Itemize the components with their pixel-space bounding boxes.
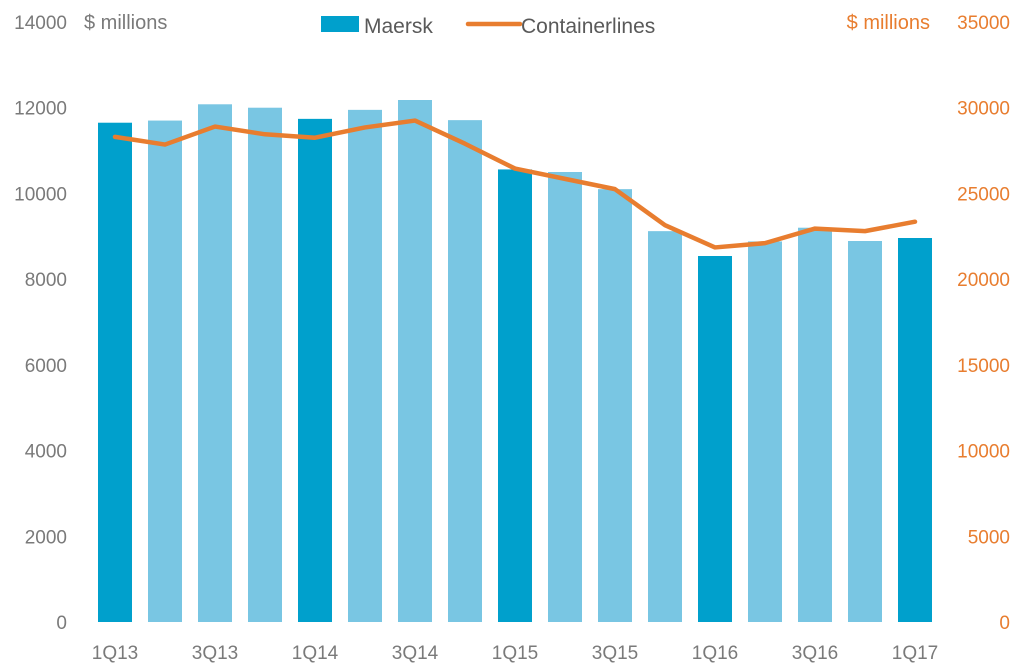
bar-4Q16 (848, 241, 882, 622)
x-tick-label: 3Q14 (392, 643, 439, 664)
x-tick-label: 1Q14 (292, 643, 339, 664)
left-tick-label: 4000 (25, 442, 67, 463)
bar-series-maersk (98, 100, 932, 623)
line-series-containerlines (112, 118, 918, 250)
bar-2Q13 (148, 120, 182, 622)
left-tick-label: 6000 (25, 356, 67, 377)
left-tick-label: 0 (56, 613, 67, 634)
right-tick-label: 15000 (957, 356, 1010, 377)
legend-label-maersk: Maersk (364, 15, 433, 38)
right-tick-label: 0 (999, 613, 1010, 634)
x-tick-label: 1Q17 (892, 643, 938, 664)
bar-2Q15 (548, 172, 582, 622)
right-axis: 0 5000 10000 15000 20000 25000 30000 35000 (957, 13, 1010, 634)
right-tick-label: 5000 (968, 527, 1010, 548)
x-axis: 1Q13 3Q13 1Q14 3Q14 1Q15 3Q15 1Q16 3Q16 1Q17 (92, 643, 938, 664)
x-tick-label: 3Q13 (192, 643, 238, 664)
x-tick-label: 3Q16 (792, 643, 838, 664)
right-tick-label: 35000 (957, 13, 1010, 34)
left-axis: 0 2000 4000 6000 8000 10000 12000 14000 (14, 13, 67, 634)
right-tick-label: 25000 (957, 184, 1010, 205)
right-axis-unit-label: $ millions (847, 12, 930, 34)
bar-1Q17 (898, 238, 932, 622)
bar-3Q15 (598, 189, 632, 622)
right-tick-label: 20000 (957, 270, 1010, 291)
bar-3Q14 (398, 100, 432, 622)
bar-4Q15 (648, 231, 682, 622)
left-tick-label: 12000 (14, 99, 67, 120)
bar-1Q16 (698, 256, 732, 622)
bar-3Q13 (198, 104, 232, 623)
legend-label-containerlines: Containerlines (521, 15, 655, 38)
bar-1Q13 (98, 122, 132, 623)
bar-4Q13 (248, 107, 282, 622)
left-tick-label: 10000 (14, 184, 67, 205)
left-tick-label: 14000 (14, 13, 67, 34)
bar-3Q16 (798, 227, 832, 622)
right-tick-label: 30000 (957, 99, 1010, 120)
legend-swatch-maersk (321, 16, 359, 32)
bar-2Q14 (348, 109, 382, 623)
x-tick-label: 1Q16 (692, 643, 738, 664)
legend: Maersk Containerlines (321, 15, 655, 38)
bar-1Q14 (298, 118, 332, 623)
right-tick-label: 10000 (957, 442, 1010, 463)
bar-4Q14 (448, 120, 482, 622)
x-tick-label: 1Q15 (492, 643, 538, 664)
x-tick-label: 1Q13 (92, 643, 138, 664)
x-tick-label: 3Q15 (592, 643, 638, 664)
left-tick-label: 2000 (25, 527, 67, 548)
bar-2Q16 (748, 241, 782, 622)
left-tick-label: 8000 (25, 270, 67, 291)
left-axis-unit-label: $ millions (84, 12, 167, 34)
bar-1Q15 (498, 169, 532, 622)
